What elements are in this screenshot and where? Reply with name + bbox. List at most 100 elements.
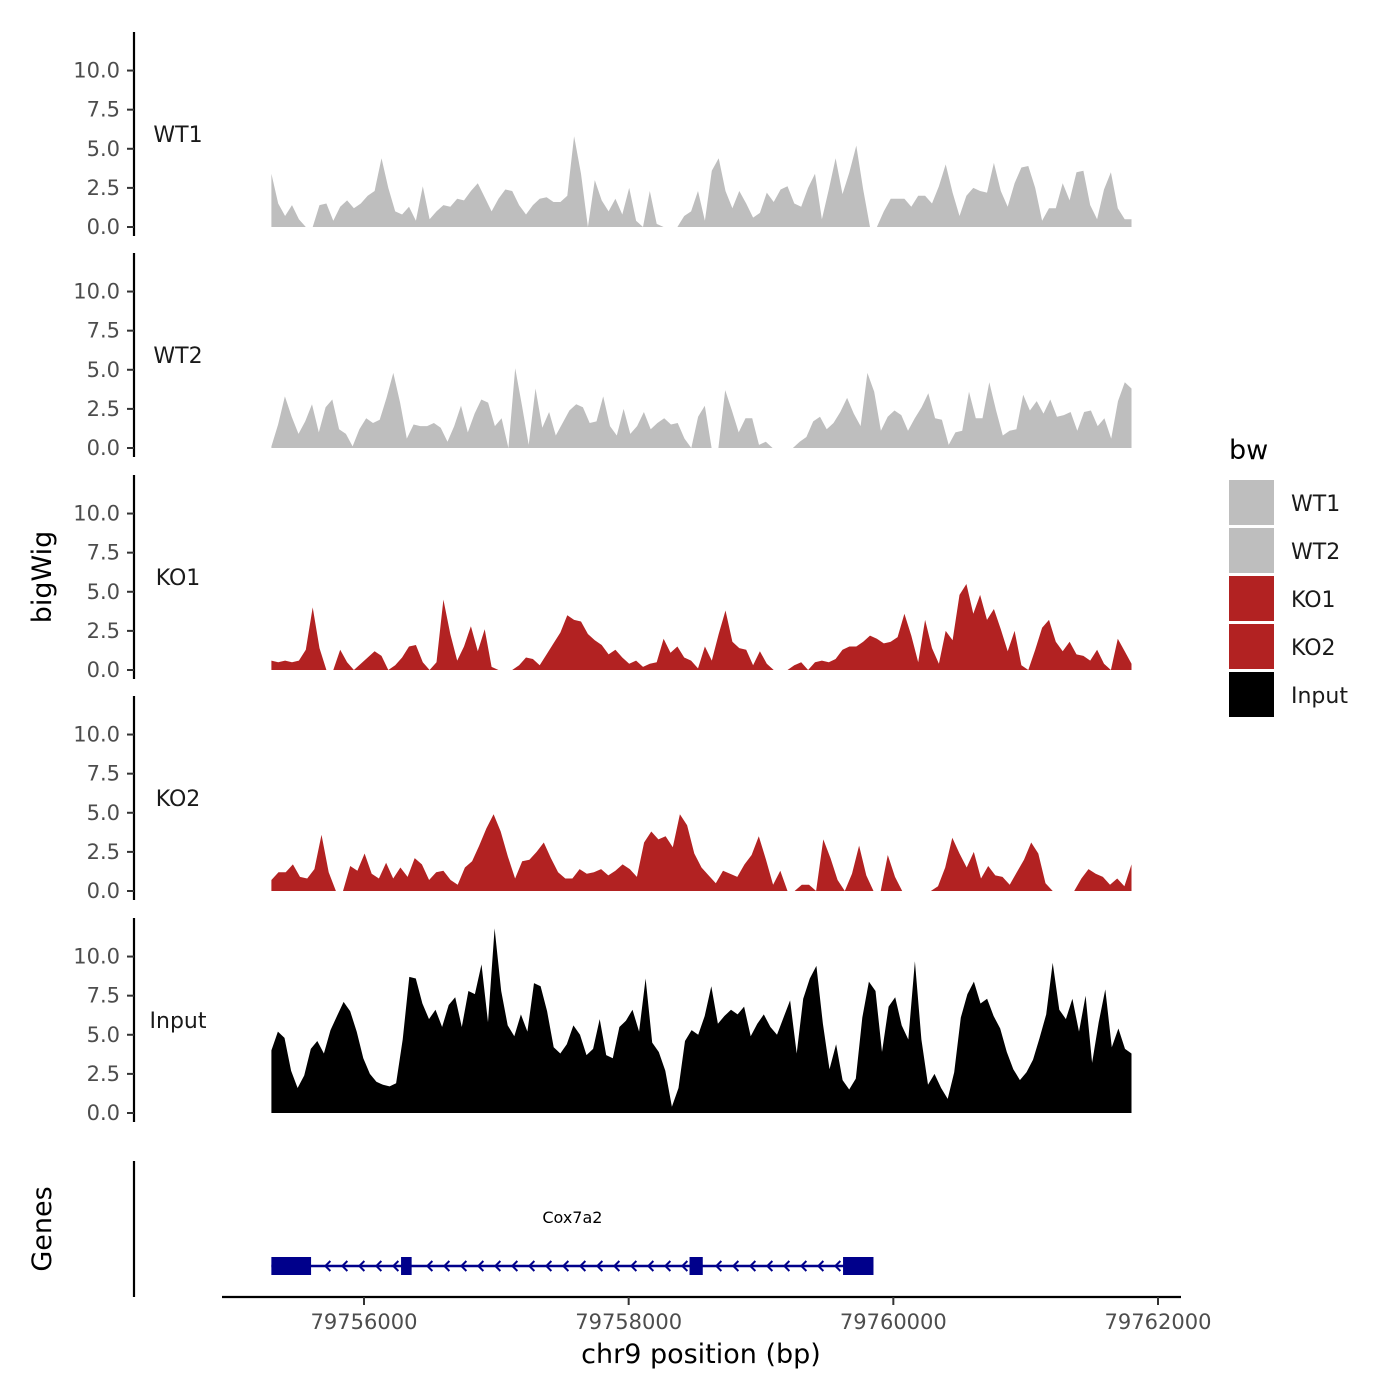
genes-axis-title: Genes	[27, 1186, 58, 1271]
strand-arrow	[527, 1260, 536, 1272]
gene-model: Cox7a2	[271, 1208, 874, 1275]
y-tick-label: 2.5	[87, 1062, 120, 1086]
legend-label-ko2: KO2	[1291, 636, 1336, 661]
track-label: WT1	[153, 123, 202, 148]
legend-label-wt2: WT2	[1291, 540, 1340, 565]
strand-arrow	[391, 1260, 400, 1272]
signal-area-ko2	[271, 814, 1132, 891]
strand-arrow	[731, 1260, 740, 1272]
strand-arrow	[578, 1260, 587, 1272]
track-label: Input	[150, 1009, 207, 1034]
signal-area-wt2	[271, 368, 1132, 448]
track-wt2: 0.0 2.5 5.0 7.5 10.0 WT2	[73, 253, 1132, 460]
strand-arrow	[595, 1260, 604, 1272]
y-tick-label: 2.5	[87, 397, 120, 421]
strand-arrow	[765, 1260, 774, 1272]
strand-arrow	[748, 1260, 757, 1272]
y-tick-label: 10.0	[73, 59, 120, 83]
strand-arrow	[782, 1260, 791, 1272]
gene-exon	[271, 1257, 312, 1275]
gene-exon	[689, 1257, 703, 1275]
track-ko2: 0.0 2.5 5.0 7.5 10.0 KO2	[73, 696, 1132, 903]
x-tick-label: 79760000	[840, 1310, 947, 1334]
strand-arrow	[646, 1260, 655, 1272]
strand-arrow	[493, 1260, 502, 1272]
y-tick-label: 10.0	[73, 280, 120, 304]
gene-exon	[401, 1257, 412, 1275]
y-tick-label: 7.5	[87, 98, 120, 122]
x-axis: 79756000 79758000 79760000 79762000 chr9 po…	[222, 1295, 1212, 1370]
track-input: 0.0 2.5 5.0 7.5 10.0 Input	[73, 918, 1132, 1125]
strand-arrow	[612, 1260, 621, 1272]
y-tick-label: 10.0	[73, 502, 120, 526]
gene-name-label: Cox7a2	[542, 1208, 602, 1227]
strand-arrow	[680, 1260, 689, 1272]
y-tick-label: 7.5	[87, 984, 120, 1008]
x-tick-label: 79756000	[311, 1310, 418, 1334]
strand-arrow	[510, 1260, 519, 1272]
strand-arrow	[544, 1260, 553, 1272]
y-axis-title: bigWig	[27, 531, 58, 624]
legend-title: bw	[1229, 435, 1268, 466]
y-tick-label: 7.5	[87, 541, 120, 565]
strand-arrow	[323, 1260, 332, 1272]
y-tick-label: 5.0	[87, 358, 120, 382]
strand-arrow	[357, 1260, 366, 1272]
y-tick-label: 0.0	[87, 658, 120, 682]
x-axis-title: chr9 position (bp)	[581, 1339, 821, 1370]
signal-tracks: 0.02.55.07.510.0WT10.02.55.07.510.0WT20.…	[73, 32, 1132, 1125]
y-tick-label: 7.5	[87, 319, 120, 343]
x-tick-label: 79762000	[1105, 1310, 1212, 1334]
legend: bw WT1 WT2 KO1 KO2 Input	[1229, 435, 1348, 717]
legend-entries: WT1 WT2 KO1 KO2 Input	[1229, 480, 1348, 717]
strand-arrow	[799, 1260, 808, 1272]
signal-area-input	[271, 928, 1132, 1113]
strand-arrow	[663, 1260, 672, 1272]
legend-label-ko1: KO1	[1291, 588, 1336, 613]
y-tick-label: 0.0	[87, 436, 120, 460]
strand-arrow	[442, 1260, 451, 1272]
signal-area-wt1	[271, 136, 1132, 227]
y-tick-label: 2.5	[87, 840, 120, 864]
legend-label-wt1: WT1	[1291, 492, 1340, 517]
gene-models: Cox7a2	[271, 1208, 874, 1275]
legend-label-input: Input	[1291, 684, 1348, 709]
track-label: KO2	[156, 787, 201, 812]
strand-arrow	[833, 1260, 842, 1272]
gene-exon	[843, 1257, 874, 1275]
y-tick-label: 5.0	[87, 1023, 120, 1047]
legend-swatch-ko1	[1229, 576, 1274, 621]
x-ticks: 79756000 79758000 79760000 79762000	[311, 1297, 1212, 1334]
track-label: WT2	[153, 344, 202, 369]
strand-arrow	[714, 1260, 723, 1272]
strand-arrow	[459, 1260, 468, 1272]
legend-swatch-input	[1229, 672, 1274, 717]
y-tick-label: 5.0	[87, 137, 120, 161]
y-tick-label: 7.5	[87, 762, 120, 786]
strand-arrow	[561, 1260, 570, 1272]
strand-arrow	[816, 1260, 825, 1272]
y-tick-label: 2.5	[87, 619, 120, 643]
track-label: KO1	[156, 566, 201, 591]
y-tick-label: 0.0	[87, 215, 120, 239]
y-tick-label: 5.0	[87, 580, 120, 604]
track-ko1: 0.0 2.5 5.0 7.5 10.0 KO1	[73, 475, 1132, 682]
y-tick-label: 10.0	[73, 723, 120, 747]
legend-swatch-wt1	[1229, 480, 1274, 525]
signal-area-ko1	[271, 584, 1132, 670]
y-tick-label: 0.0	[87, 1101, 120, 1125]
y-tick-label: 10.0	[73, 945, 120, 969]
strand-arrow	[629, 1260, 638, 1272]
genes-panel: Genes Cox7a2	[27, 1161, 874, 1297]
y-tick-label: 0.0	[87, 879, 120, 903]
strand-arrow	[340, 1260, 349, 1272]
legend-swatch-wt2	[1229, 528, 1274, 573]
x-tick-label: 79758000	[575, 1310, 682, 1334]
track-wt1: 0.0 2.5 5.0 7.5 10.0 WT1	[73, 32, 1132, 239]
strand-arrow	[425, 1260, 434, 1272]
y-tick-label: 5.0	[87, 801, 120, 825]
legend-swatch-ko2	[1229, 624, 1274, 669]
strand-arrow	[374, 1260, 383, 1272]
strand-arrow	[476, 1260, 485, 1272]
